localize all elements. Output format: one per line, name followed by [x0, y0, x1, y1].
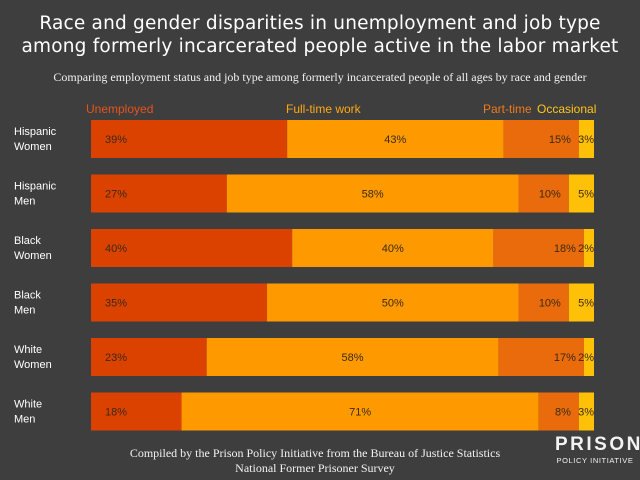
value-label-black-men-occasional: 5% [578, 298, 594, 310]
value-label-white-men-occasional: 3% [578, 407, 594, 419]
legend-occasional: Occasional [537, 102, 597, 116]
bar-hispanic-men-part-time [518, 174, 569, 213]
bar-hispanic-women-occasional [578, 120, 594, 158]
value-label-black-men-full-time-work: 50% [382, 298, 404, 310]
value-label-white-men-full-time-work: 71% [349, 407, 371, 419]
category-label-black-men: Black Men [14, 290, 41, 317]
bar-hispanic-women-full-time-work [287, 120, 504, 158]
value-label-hispanic-men-part-time: 10% [539, 189, 561, 201]
value-label-hispanic-men-unemployed: 27% [105, 189, 127, 201]
value-label-black-men-part-time: 10% [539, 298, 561, 310]
category-label-hispanic-men: Hispanic Men [14, 181, 57, 208]
chart-subtitle: Comparing employment status and job type… [53, 70, 587, 84]
bar-hispanic-women-part-time [503, 120, 579, 158]
category-label-white-men: White Men [14, 399, 42, 426]
source-line-2: National Former Prisoner Survey [235, 461, 395, 475]
value-label-black-men-unemployed: 35% [105, 298, 127, 310]
bar-white-men-part-time [538, 392, 579, 431]
bar-white-men-unemployed [91, 392, 182, 431]
category-label-black-women: Black Women [14, 235, 52, 262]
value-label-white-women-occasional: 2% [578, 352, 594, 364]
bar-black-women-occasional [583, 229, 594, 267]
bar-white-women-occasional [583, 338, 594, 376]
logo-main-text: PRISON [555, 434, 640, 455]
prison-policy-initiative-logo: PRISON POLICY INITIATIVE [555, 434, 640, 466]
value-label-hispanic-men-occasional: 5% [578, 189, 594, 201]
value-label-hispanic-women-full-time-work: 43% [384, 134, 406, 146]
bar-hispanic-men-full-time-work [226, 174, 519, 213]
bar-black-women-full-time-work [292, 229, 494, 267]
bar-black-men-part-time [518, 283, 569, 322]
bar-black-women-unemployed [91, 229, 293, 267]
value-label-white-women-part-time: 17% [554, 352, 576, 364]
logo-sub-text: POLICY INITIATIVE [556, 456, 634, 465]
source-line-1: Compiled by the Prison Policy Initiative… [129, 446, 501, 460]
value-label-white-women-unemployed: 23% [105, 352, 127, 364]
bar-hispanic-women-unemployed [91, 120, 288, 158]
value-label-hispanic-men-full-time-work: 58% [362, 189, 384, 201]
bar-white-men-full-time-work [181, 392, 539, 431]
value-label-hispanic-women-unemployed: 39% [105, 134, 127, 146]
legend-fulltime: Full-time work [286, 102, 361, 116]
source-footer: Compiled by the Prison Policy Initiative… [100, 446, 530, 476]
legend-parttime: Part-time [483, 102, 532, 116]
bar-black-women-part-time [493, 229, 584, 267]
value-label-white-men-part-time: 8% [555, 407, 571, 419]
value-label-hispanic-women-part-time: 15% [549, 134, 571, 146]
value-label-black-women-part-time: 18% [554, 243, 576, 255]
bar-hispanic-men-unemployed [91, 174, 227, 213]
value-label-black-women-unemployed: 40% [105, 243, 127, 255]
bar-hispanic-men-occasional [568, 174, 594, 213]
chart-title: Race and gender disparities in unemploym… [0, 12, 640, 58]
bar-white-women-full-time-work [206, 338, 499, 376]
bar-black-men-occasional [568, 283, 594, 322]
category-label-hispanic-women: Hispanic Women [14, 126, 57, 153]
bar-white-men-occasional [578, 392, 594, 431]
chart-title-line-2: among formerly incarcerated people activ… [21, 36, 619, 57]
legend-unemployed: Unemployed [86, 102, 154, 116]
bar-white-women-unemployed [91, 338, 207, 376]
bar-white-women-part-time [498, 338, 584, 376]
bar-black-men-full-time-work [267, 283, 519, 322]
value-label-white-women-full-time-work: 58% [342, 352, 364, 364]
value-label-hispanic-women-occasional: 3% [578, 134, 594, 146]
bar-black-men-unemployed [91, 283, 268, 322]
value-label-black-women-full-time-work: 40% [382, 243, 404, 255]
value-label-black-women-occasional: 2% [578, 243, 594, 255]
category-label-white-women: White Women [14, 344, 52, 371]
chart-title-line-1: Race and gender disparities in unemploym… [39, 13, 601, 34]
value-label-white-men-unemployed: 18% [105, 407, 127, 419]
